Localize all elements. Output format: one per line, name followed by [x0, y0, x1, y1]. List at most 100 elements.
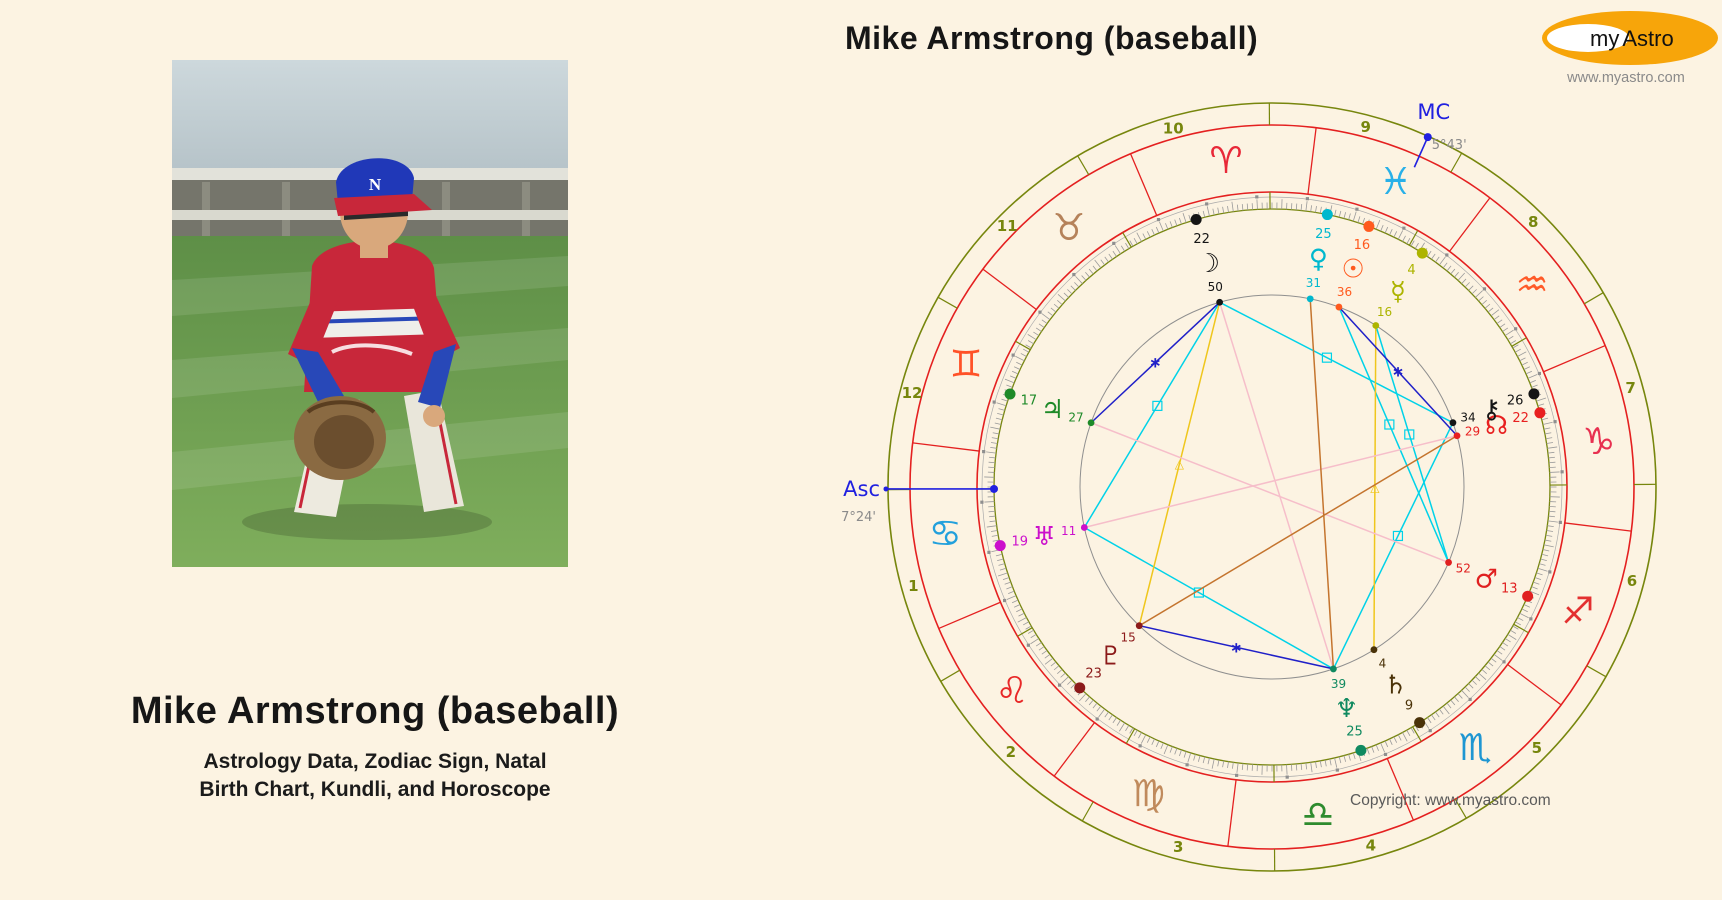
degree-tick [1092, 702, 1098, 709]
degree-tick [1108, 253, 1113, 260]
house-number-5: 5 [1532, 739, 1542, 757]
degree-tick [1030, 638, 1040, 645]
neptune-planet-glyph: ♆ [1335, 694, 1358, 724]
website-url: www.myastro.com [1567, 70, 1685, 86]
sign-boundary-line [1227, 779, 1237, 847]
degree-tick [994, 422, 1002, 425]
sextile-aspect-icon: ∗ [1392, 362, 1405, 380]
degree-tick [1468, 683, 1474, 689]
degree-tick [1193, 754, 1196, 761]
degree-tick [1206, 206, 1210, 217]
house-number-11: 11 [997, 217, 1018, 235]
degree-tick [1315, 205, 1317, 213]
degree-tick [1442, 705, 1450, 715]
myastro-logo-text[interactable]: my Astro [1590, 26, 1677, 52]
degree-tick [1116, 719, 1121, 726]
degree-tick [1446, 265, 1452, 272]
degree-tick [995, 553, 1003, 557]
degree-tick [1022, 348, 1030, 353]
chiron-planet-glyph: ⚷ [1482, 395, 1501, 425]
degree-tick [1236, 762, 1239, 773]
degree-tick [995, 417, 1003, 421]
degree-tick [1334, 209, 1337, 217]
aspect-line-moon-uranus-square [1083, 301, 1221, 528]
sun-position-dot [1363, 220, 1375, 232]
degree-tick [1050, 661, 1057, 667]
degree-tick [1092, 265, 1098, 272]
house-cusp-line [940, 669, 961, 682]
degree-tick [1461, 278, 1467, 284]
house-number-3: 3 [1173, 838, 1183, 856]
degree-tick-marker [1234, 773, 1239, 777]
degree-tick [1011, 370, 1019, 375]
degree-tick [1044, 653, 1051, 659]
sign-boundary-line [1507, 664, 1562, 706]
myastro-logo-inner-ellipse [1547, 24, 1629, 52]
degree-tick [1074, 282, 1080, 288]
degree-tick [1125, 725, 1130, 732]
degree-tick-marker [1057, 683, 1062, 687]
mercury-degree-label: 4 [1407, 263, 1415, 278]
sextile-aspect-icon: ∗ [1230, 638, 1243, 656]
degree-tick [1468, 285, 1474, 291]
degree-tick [1169, 746, 1173, 753]
degree-tick [1512, 344, 1519, 349]
asc-degree-text: 7°24' [841, 510, 876, 525]
saturn-aspect-dot [1370, 646, 1378, 654]
degree-tick [1006, 586, 1013, 590]
degree-tick [1165, 223, 1169, 230]
degree-tick [1227, 205, 1229, 213]
degree-tick [1389, 228, 1393, 236]
pluto-minute-label: 15 [1121, 630, 1136, 644]
degree-tick [1544, 432, 1552, 435]
pluto-degree-label: 23 [1085, 666, 1102, 681]
house-cusp-line [937, 296, 958, 309]
degree-tick [1343, 755, 1347, 762]
moon-minute-label: 50 [1208, 280, 1223, 294]
degree-tick [1487, 307, 1494, 313]
house-cusp-line [1454, 798, 1467, 819]
degree-tick [1435, 711, 1440, 718]
degree-tick [1502, 642, 1509, 647]
degree-tick-marker [982, 449, 986, 454]
degree-tick [1541, 417, 1549, 421]
degree-tick [1414, 242, 1419, 249]
degree-tick [1013, 366, 1021, 370]
degree-tick [1057, 300, 1063, 305]
degree-tick [1236, 204, 1239, 212]
degree-tick-marker [1560, 470, 1564, 474]
mercury-aspect-dot [1372, 322, 1380, 329]
degree-tick [990, 447, 997, 449]
degree-tick [1295, 763, 1298, 771]
house-cusp-line [1122, 232, 1132, 248]
degree-tick [1061, 676, 1069, 684]
degree-tick [1531, 586, 1538, 590]
degree-tick [1410, 727, 1415, 734]
degree-tick-marker [1255, 195, 1259, 199]
degree-tick [1217, 759, 1220, 767]
degree-tick [1542, 421, 1553, 425]
jupiter-degree-label: 17 [1021, 394, 1038, 409]
house-cusp-line [1077, 155, 1090, 176]
chiron-position-dot [1528, 388, 1540, 400]
player-photo: N [172, 60, 568, 567]
degree-tick [1188, 214, 1192, 222]
degree-tick [1510, 629, 1517, 634]
degree-tick [1402, 235, 1406, 242]
degree-tick [1013, 604, 1021, 608]
house-number-4: 4 [1366, 837, 1376, 855]
degree-tick [1057, 293, 1066, 302]
trine-aspect-icon: △ [1175, 457, 1185, 471]
degree-tick [1536, 397, 1547, 402]
degree-tick [1088, 268, 1094, 275]
degree-tick-marker [1205, 202, 1209, 206]
mc-line [1413, 136, 1429, 168]
degree-scale-circle [981, 196, 1563, 778]
mars-minute-label: 52 [1456, 562, 1471, 576]
moon-planet-glyph: ☽ [1197, 249, 1220, 279]
degree-tick [1231, 201, 1234, 212]
degree-tick [1547, 525, 1554, 527]
degree-tick [1471, 679, 1477, 685]
